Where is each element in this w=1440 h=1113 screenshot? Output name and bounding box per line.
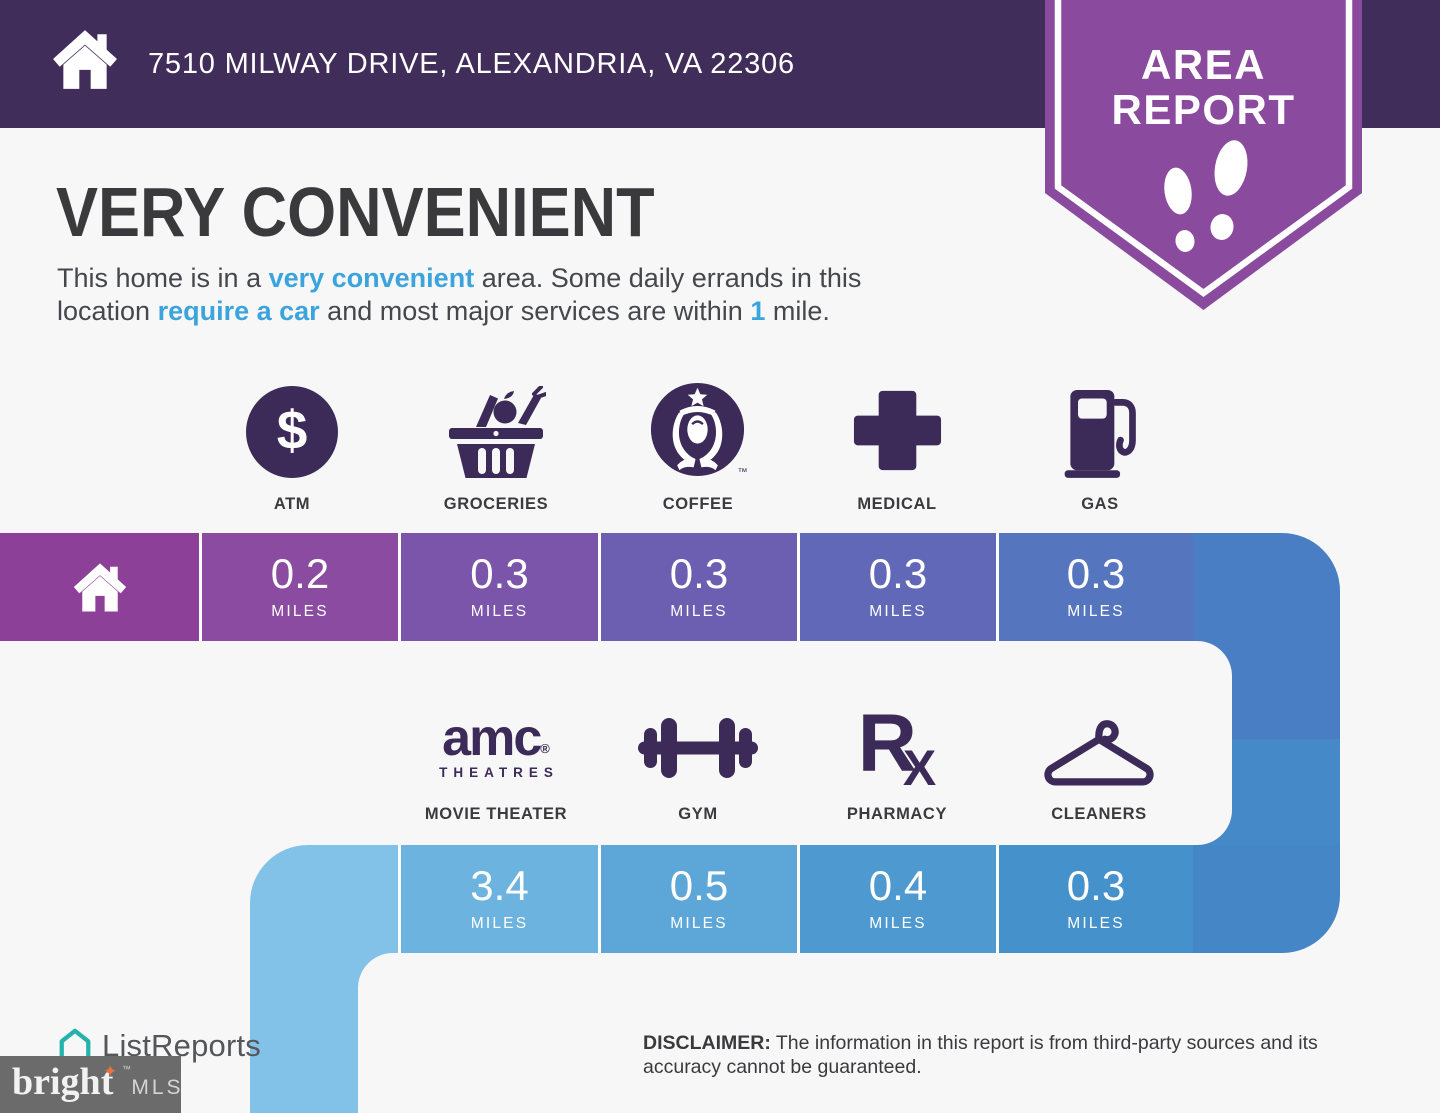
trademark-symbol: ™: [737, 467, 748, 478]
distance-segment-gym: 0.5 MILES: [598, 845, 797, 953]
poi-groceries: GROCERIES: [396, 386, 596, 514]
amc-subtitle: THEATRES: [439, 765, 559, 781]
distance-unit: MILES: [670, 603, 728, 620]
distance-segment-cleaners: 0.3 MILES: [996, 845, 1193, 953]
house-icon: [73, 563, 126, 612]
distance-segment-groceries: 0.3 MILES: [398, 533, 598, 641]
distance-value: 0.5: [669, 862, 729, 909]
distance-value: 0.3: [1066, 862, 1126, 909]
poi-label: GROCERIES: [443, 495, 549, 513]
distance-value: 0.4: [868, 862, 928, 909]
distance-value: 0.2: [270, 550, 330, 597]
distance-value: 0.3: [669, 550, 729, 597]
distance-unit: MILES: [670, 915, 728, 932]
rx-icon: R X: [857, 698, 937, 796]
disclaimer-label: DISCLAIMER:: [643, 1032, 771, 1054]
poi-pharmacy: R X PHARMACY: [777, 700, 1017, 824]
badge-line1: AREA: [1141, 41, 1266, 88]
poi-label: PHARMACY: [846, 805, 948, 823]
poi-label: MEDICAL: [857, 495, 937, 513]
area-report-badge: AREA REPORT: [1045, 0, 1362, 310]
inner-corner-mask-left: [358, 953, 398, 1113]
distance-segment-medical: 0.3 MILES: [797, 533, 996, 641]
poi-medical: MEDICAL: [797, 386, 997, 514]
bar-turn-top-right: [1193, 533, 1340, 641]
distance-value: 0.3: [470, 550, 529, 597]
property-address: 7510 MILWAY DRIVE, ALEXANDRIA, VA 22306: [148, 47, 795, 80]
distance-segment-gas: 0.3 MILES: [996, 533, 1193, 641]
mls-wordmark: MLS: [131, 1076, 184, 1099]
grocery-basket-icon: [449, 386, 546, 478]
intro-highlight: very convenient: [268, 263, 475, 293]
distance-unit: MILES: [1067, 915, 1125, 932]
bright-mls-logo: bright ✦ ™ MLS: [0, 1056, 181, 1113]
distance-segment-pharmacy: 0.4 MILES: [797, 845, 996, 953]
badge-line2: REPORT: [1111, 86, 1295, 133]
distance-unit: MILES: [470, 915, 529, 932]
disclaimer: DISCLAIMER: The information in this repo…: [643, 1031, 1398, 1079]
amc-theatres-logo: amc® THEATRES: [433, 712, 559, 781]
distance-bar-top: 0.2 MILES 0.3 MILES 0.3 MILES 0.3 MILES …: [0, 533, 1340, 641]
page-title: VERY CONVENIENT: [56, 173, 655, 251]
poi-coffee: ™ COFFEE: [598, 382, 798, 514]
poi-label: GAS: [1081, 495, 1119, 513]
intro-highlight: require a car: [157, 296, 320, 326]
poi-label: CLEANERS: [1051, 805, 1147, 823]
intro-paragraph: This home is in a very convenient area. …: [57, 263, 862, 326]
intro-text: This home is in a: [57, 263, 269, 293]
amc-wordmark: amc: [442, 708, 542, 767]
starbucks-siren-icon: [650, 382, 744, 477]
bright-wordmark: bright: [12, 1061, 114, 1103]
footprints-icon: [1164, 140, 1248, 252]
bar-turn-bottom-right: [1193, 845, 1340, 953]
distance-unit: MILES: [1067, 603, 1125, 620]
medical-cross-icon: [853, 390, 941, 471]
hanger-icon: [1044, 720, 1154, 786]
distance-segment-coffee: 0.3 MILES: [598, 533, 797, 641]
distance-unit: MILES: [869, 915, 927, 932]
distance-value: 0.3: [1066, 550, 1126, 597]
rx-letter-x: X: [902, 740, 937, 796]
house-icon: [53, 30, 117, 89]
registered-symbol: ®: [540, 740, 550, 756]
disclaimer-text: The information in this report is from t…: [643, 1032, 1318, 1078]
distance-value: 3.4: [470, 862, 529, 909]
poi-label: MOVIE THEATER: [424, 805, 568, 823]
poi-atm: $ ATM: [192, 386, 392, 514]
poi-gas: GAS: [1000, 386, 1200, 514]
poi-label: COFFEE: [662, 495, 734, 513]
star-icon: ✦: [103, 1062, 118, 1082]
poi-label: ATM: [273, 495, 311, 513]
distance-segment-movie-theater: 3.4 MILES: [398, 845, 598, 953]
distance-bar-bottom: 3.4 MILES 0.5 MILES 0.4 MILES 0.3 MILES: [398, 845, 1193, 953]
gas-pump-icon: [1064, 389, 1136, 478]
poi-movie-theater: amc® THEATRES MOVIE THEATER: [376, 700, 616, 824]
distance-value: 0.3: [868, 550, 928, 597]
rx-letter-r: R: [857, 698, 917, 789]
poi-label: GYM: [678, 805, 718, 823]
dumbbell-icon: [638, 718, 758, 778]
distance-unit: MILES: [271, 603, 329, 620]
distance-unit: MILES: [470, 603, 529, 620]
poi-cleaners: CLEANERS: [979, 700, 1219, 824]
distance-unit: MILES: [869, 603, 927, 620]
bar-home-segment: [0, 533, 199, 641]
listreports-house-icon: [59, 1028, 91, 1063]
dollar-circle-icon: $: [246, 386, 338, 478]
poi-gym: GYM: [578, 700, 818, 824]
distance-segment-atm: 0.2 MILES: [199, 533, 398, 641]
trademark-symbol: ™: [122, 1064, 131, 1074]
intro-highlight: 1: [750, 296, 766, 326]
